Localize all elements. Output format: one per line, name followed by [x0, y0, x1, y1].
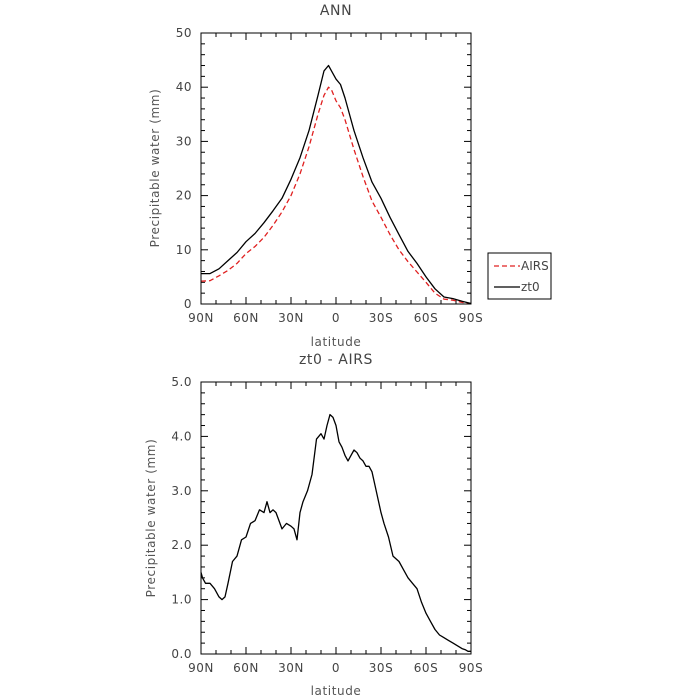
legend-label-airs: AIRS — [521, 259, 549, 273]
chart-title: zt0 - AIRS — [299, 352, 373, 368]
x-tick-label: 60S — [414, 661, 438, 675]
plot-frame — [200, 32, 472, 305]
x-axis-title: latitude — [311, 335, 362, 349]
x-tick-labels: 90N 60N 30N 0 30S 60S 90S — [188, 661, 483, 675]
y-tick-label: 4.0 — [171, 429, 192, 443]
y-tick-label: 3.0 — [171, 484, 192, 498]
y-tick-label: 0 — [184, 297, 192, 311]
y-tick-label: 20 — [176, 189, 192, 203]
tick-marks — [200, 32, 472, 305]
x-tick-label: 90S — [459, 311, 483, 325]
x-tick-label: 90N — [188, 661, 214, 675]
y-tick-label: 30 — [176, 134, 192, 148]
y-axis-title: Precipitable water (mm) — [148, 89, 162, 248]
chart-ann: ANN 90N 60N 30N 0 30S 60S 90S 0 10 20 30 40 50 lati… — [148, 3, 552, 349]
y-tick-label: 5.0 — [171, 375, 192, 389]
y-axis-title: Precipitable water (mm) — [144, 439, 158, 598]
y-tick-label: 50 — [176, 26, 192, 40]
y-tick-label: 0.0 — [171, 647, 192, 661]
chart-difference: zt0 - AIRS 90N 60N 30N 0 30S 60S 90S 0.0 1.0 2.0… — [144, 352, 483, 698]
x-tick-label: 30N — [278, 311, 304, 325]
x-tick-label: 60N — [233, 661, 259, 675]
series-line-airs — [200, 86, 472, 305]
tick-marks — [200, 381, 472, 655]
x-tick-label: 90N — [188, 311, 214, 325]
x-tick-label: 30S — [369, 661, 393, 675]
legend-box — [487, 252, 552, 300]
y-tick-labels: 0.0 1.0 2.0 3.0 4.0 5.0 — [171, 375, 192, 661]
x-tick-label: 60N — [233, 311, 259, 325]
y-tick-label: 40 — [176, 80, 192, 94]
x-axis-title: latitude — [311, 684, 362, 698]
x-tick-label: 90S — [459, 661, 483, 675]
series-line-zt0 — [201, 64, 472, 305]
x-tick-label: 30S — [369, 311, 393, 325]
x-tick-labels: 90N 60N 30N 0 30S 60S 90S — [188, 311, 483, 325]
x-tick-label: 60S — [414, 311, 438, 325]
legend-label-zt0: zt0 — [521, 280, 540, 294]
series-group — [200, 64, 472, 305]
x-tick-label: 0 — [332, 311, 340, 325]
x-tick-label: 30N — [278, 661, 304, 675]
y-tick-label: 2.0 — [171, 538, 192, 552]
series-line — [200, 413, 471, 652]
y-tick-label: 10 — [176, 243, 192, 257]
legend: AIRS zt0 — [487, 252, 552, 300]
series-group — [200, 413, 471, 652]
y-tick-labels: 0 10 20 30 40 50 — [176, 26, 192, 311]
x-tick-label: 0 — [332, 661, 340, 675]
y-tick-label: 1.0 — [171, 593, 192, 607]
plot-frame — [200, 381, 472, 655]
chart-title: ANN — [320, 3, 352, 19]
